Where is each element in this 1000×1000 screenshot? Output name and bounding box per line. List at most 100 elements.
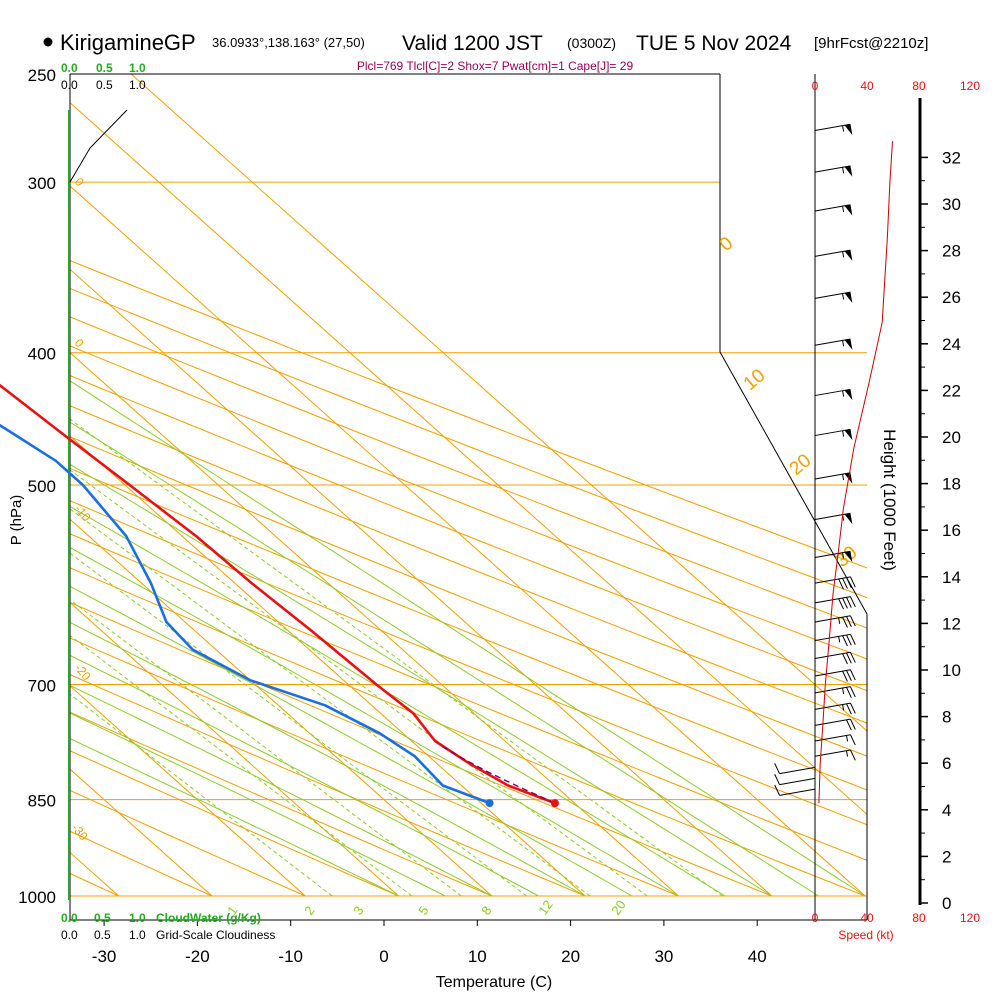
dry-adiabat-label: 20	[786, 450, 816, 480]
dry-adiabat-line	[70, 674, 586, 897]
temperature-tick-label: 20	[561, 947, 580, 966]
height-tick-label: 24	[942, 335, 961, 354]
wind-barb-feather	[850, 686, 856, 698]
height-tick-label: 12	[942, 614, 961, 633]
wind-barb-feather	[774, 784, 780, 796]
pressure-tick-label: 500	[28, 477, 56, 496]
wind-barb-half-feather	[842, 687, 845, 695]
speed-scale-bottom-3: 120	[960, 911, 980, 925]
dry-adiabat-line	[70, 405, 867, 724]
wind-barb-half-feather	[846, 750, 849, 757]
temperature-tick-label: 40	[748, 947, 767, 966]
wind-barb	[814, 165, 853, 177]
wind-barb-shaft	[814, 576, 851, 584]
wind-barb-shaft	[814, 651, 851, 660]
pressure-tick-labels: 250 300 400 500 700 850 1000	[18, 66, 56, 907]
wind-barb-shaft	[779, 788, 816, 796]
wind-barb-half-feather	[842, 251, 845, 258]
wind-barb-pennant	[844, 204, 853, 216]
mixing-ratio-lines	[70, 380, 866, 897]
moist-adiabat-line	[70, 654, 539, 897]
dry-adiabat-line	[70, 750, 399, 897]
mixing-ratio-label: 3	[350, 903, 366, 918]
temperature-tick-label: -30	[92, 947, 117, 966]
dry-adiabat-line	[70, 500, 867, 826]
wind-barb-half-feather	[846, 735, 849, 742]
wind-barb-shaft	[814, 702, 851, 710]
moist-adiabat-line	[70, 585, 633, 897]
grid-labels: 0 10 20 30 0 0 -10 -20 -30 1 2 3 5 8 12 …	[69, 175, 862, 918]
wind-barb-shaft	[814, 338, 851, 346]
station-name: KirigamineGP	[60, 30, 196, 55]
wind-barb-shaft	[814, 669, 851, 677]
dry-adiabat-line	[70, 260, 867, 569]
surface-temperature-point	[550, 799, 559, 808]
dry-adiabat-line	[70, 789, 306, 897]
wind-barb-feather	[850, 702, 856, 714]
wind-barb-pennant	[844, 250, 853, 261]
mixing-ratio-line	[70, 634, 413, 897]
wind-barb-feather	[774, 763, 780, 774]
stability-indices: Plcl=769 Tlcl[C]=2 Shox=7 Pwat[cm]=1 Cap…	[357, 59, 634, 73]
pressure-tick-label: 1000	[18, 888, 56, 907]
height-tick-label: 10	[942, 661, 961, 680]
isotherm-line	[70, 685, 306, 897]
temperature-tick-label: 0	[379, 947, 388, 966]
wind-barb-feather	[842, 616, 848, 628]
dry-adiabat-lines	[70, 260, 867, 897]
wind-barb-shaft	[814, 472, 851, 480]
cloudiness-scale-bottom-0: 0.0	[61, 928, 78, 942]
wind-barb	[774, 784, 816, 796]
cloudiness-scale-top-2: 1.0	[129, 78, 146, 92]
wind-barb	[814, 428, 853, 441]
wind-barb	[814, 512, 853, 525]
wind-barb-feather	[846, 652, 852, 664]
wind-barb-half-feather	[842, 390, 845, 397]
wind-barb-feather	[850, 652, 856, 663]
dry-adiabat-label: 0	[716, 233, 738, 256]
wind-barb-half-feather	[838, 617, 841, 624]
wind-barb	[814, 669, 856, 682]
wind-barb	[814, 291, 853, 303]
wind-barb-shaft	[814, 615, 851, 623]
dry-adiabat-line	[70, 533, 867, 861]
wind-barb-feather	[846, 616, 852, 628]
wind-barb	[814, 633, 856, 647]
mixing-ratio-label: 20	[608, 897, 629, 917]
parcel-line	[438, 744, 556, 804]
wind-barb-feather	[846, 687, 852, 698]
wind-barb-half-feather	[842, 552, 845, 559]
dry-adiabat-line	[70, 601, 772, 897]
dry-adiabat-line	[70, 711, 493, 897]
wind-barb-feather	[842, 670, 848, 682]
height-tick-label: 28	[942, 242, 961, 261]
cloud-scale-bottom-1: 0.5	[94, 911, 111, 925]
temperature-tick-label: 10	[468, 947, 487, 966]
wind-barb-shaft	[814, 388, 851, 397]
dry-adiabat-line	[70, 345, 867, 660]
height-tick-label: 22	[942, 381, 961, 400]
mixing-ratio-label: 12	[535, 897, 556, 917]
moist-adiabat-line	[70, 463, 773, 897]
dry-adiabat-label: 10	[740, 365, 770, 395]
wind-barb	[814, 718, 856, 731]
wind-barb-feather	[838, 578, 844, 590]
wind-barb	[814, 472, 853, 484]
pressure-axis-label: P (hPa)	[8, 495, 25, 546]
dry-adiabat-line	[70, 637, 679, 897]
wind-barb-shaft	[814, 550, 851, 558]
wind-barb	[774, 763, 816, 775]
wind-barb-feather	[842, 597, 848, 609]
wind-barb-shaft	[814, 204, 851, 212]
isotherm-line	[70, 518, 493, 897]
pressure-tick-label: 250	[28, 66, 56, 85]
dry-adiabat-line	[70, 316, 867, 629]
wind-barb-feather	[774, 774, 780, 785]
dry-adiabat-line	[70, 436, 867, 757]
wind-barb	[814, 576, 856, 590]
temperature-tick-label: -10	[278, 947, 303, 966]
wind-barb-half-feather	[842, 125, 845, 132]
wind-barb-shaft	[779, 766, 816, 775]
speed-scale-top-2: 80	[912, 79, 926, 93]
